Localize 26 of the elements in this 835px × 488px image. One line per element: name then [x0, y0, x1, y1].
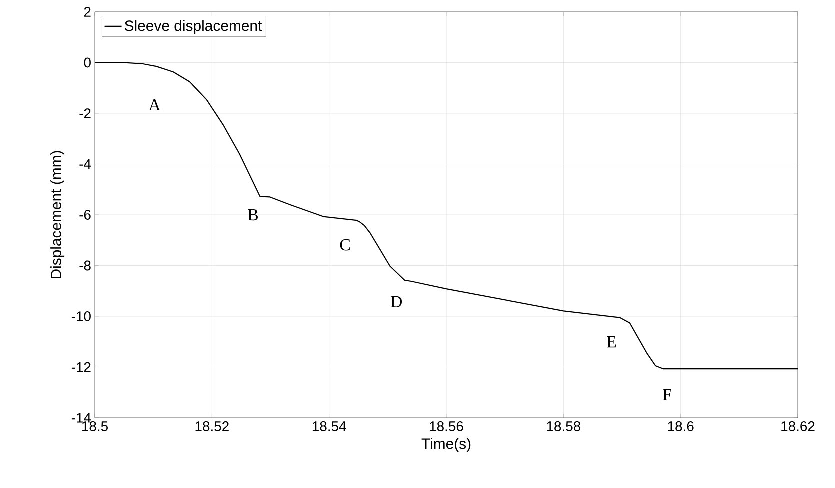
x-tick-label: 18.62	[782, 422, 815, 432]
y-tick-label: -4	[80, 159, 92, 170]
x-tick-label: 18.6	[668, 422, 694, 432]
y-axis-title: Displacement (mm)	[50, 151, 64, 279]
line-series	[95, 62, 798, 370]
x-tick-label: 18.58	[547, 422, 581, 432]
y-tick-label: 2	[84, 7, 91, 17]
y-tick-label: -2	[80, 108, 91, 118]
x-tick-label: 18.54	[312, 422, 346, 432]
x-tick-label: 18.56	[430, 422, 464, 432]
annotation: D	[390, 296, 402, 308]
x-tick-label: 18.52	[196, 422, 229, 432]
annotation: E	[607, 336, 616, 348]
y-tick-label: -10	[72, 312, 91, 322]
y-tick-label: -14	[72, 413, 92, 423]
y-tick-label: -8	[80, 260, 91, 271]
y-tick-label: -12	[72, 362, 91, 372]
x-tick-label: 18.5	[82, 422, 108, 432]
annotation: F	[663, 389, 672, 400]
legend-label: Sleeve displacement	[124, 20, 262, 34]
annotation: C	[340, 239, 350, 251]
annotation: A	[148, 99, 161, 111]
annotation: B	[248, 209, 258, 221]
y-tick-label: -6	[80, 210, 91, 220]
y-tick-label: 0	[84, 58, 91, 68]
x-axis-title: Time(s)	[422, 438, 471, 452]
